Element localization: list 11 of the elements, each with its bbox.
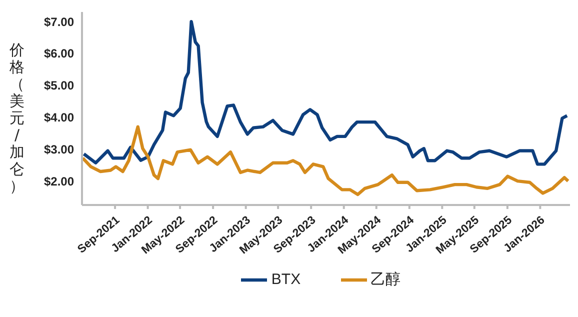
- y-tick-label: $4.00: [44, 110, 74, 125]
- text: 价格（美元/加仑）: [10, 41, 24, 195]
- y-tick-label: $3.00: [44, 142, 74, 156]
- y-tick-label: $6.00: [44, 46, 74, 61]
- y-tick-label: $5.00: [44, 78, 74, 93]
- legend-label: BTX: [271, 270, 301, 288]
- line-series: [82, 125, 570, 196]
- line-series: [82, 20, 569, 166]
- y-tick-label: $2.00: [44, 174, 74, 188]
- y-tick-label: $7.00: [44, 14, 74, 29]
- legend-label: 乙醇: [370, 270, 401, 288]
